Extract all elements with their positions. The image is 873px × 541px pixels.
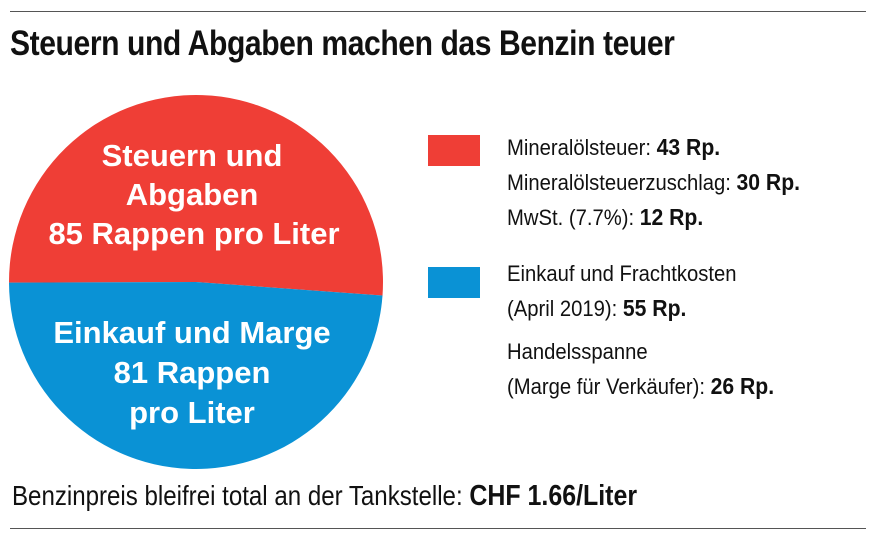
- chart-title: Steuern und Abgaben machen das Benzin te…: [10, 24, 675, 63]
- purchase-label-line-2: 81 Rappen: [114, 355, 271, 390]
- pie-chart: Steuern und Abgaben 85 Rappen pro Liter …: [8, 94, 383, 469]
- footer-total: Benzinpreis bleifrei total an der Tankst…: [12, 480, 637, 513]
- legend-item-handelsspanne-line-1: Handelsspanne: [507, 339, 648, 364]
- legend-item-zuschlag: Mineralölsteuerzuschlag: 30 Rp.: [507, 169, 801, 195]
- taxes-label-line-1: Steuern und: [102, 138, 283, 173]
- pie-slice-taxes: [8, 94, 383, 296]
- legend-item-einkauf-line-1: Einkauf und Frachtkosten: [507, 261, 737, 286]
- taxes-label-line-2: Abgaben: [126, 177, 259, 212]
- legend-item-einkauf-line-2: (April 2019): 55 Rp.: [507, 295, 687, 321]
- top-rule: [10, 11, 866, 12]
- legend-swatch-purchase: [428, 267, 480, 298]
- legend-swatch-taxes: [428, 135, 480, 166]
- taxes-label-line-3: 85 Rappen pro Liter: [48, 216, 339, 251]
- bottom-rule: [10, 528, 866, 529]
- legend-item-mwst: MwSt. (7.7%): 12 Rp.: [507, 204, 704, 230]
- pie-slice-purchase: [9, 282, 383, 469]
- purchase-label-line-3: pro Liter: [129, 395, 255, 430]
- footer-price: CHF 1.66/Liter: [469, 480, 638, 512]
- footer-text: Benzinpreis bleifrei total an der Tankst…: [12, 480, 463, 511]
- purchase-label-line-1: Einkauf und Marge: [53, 315, 330, 350]
- legend-item-handelsspanne-line-2: (Marge für Verkäufer): 26 Rp.: [507, 373, 775, 399]
- legend-item-mineraloelsteuer: Mineralölsteuer: 43 Rp.: [507, 134, 721, 160]
